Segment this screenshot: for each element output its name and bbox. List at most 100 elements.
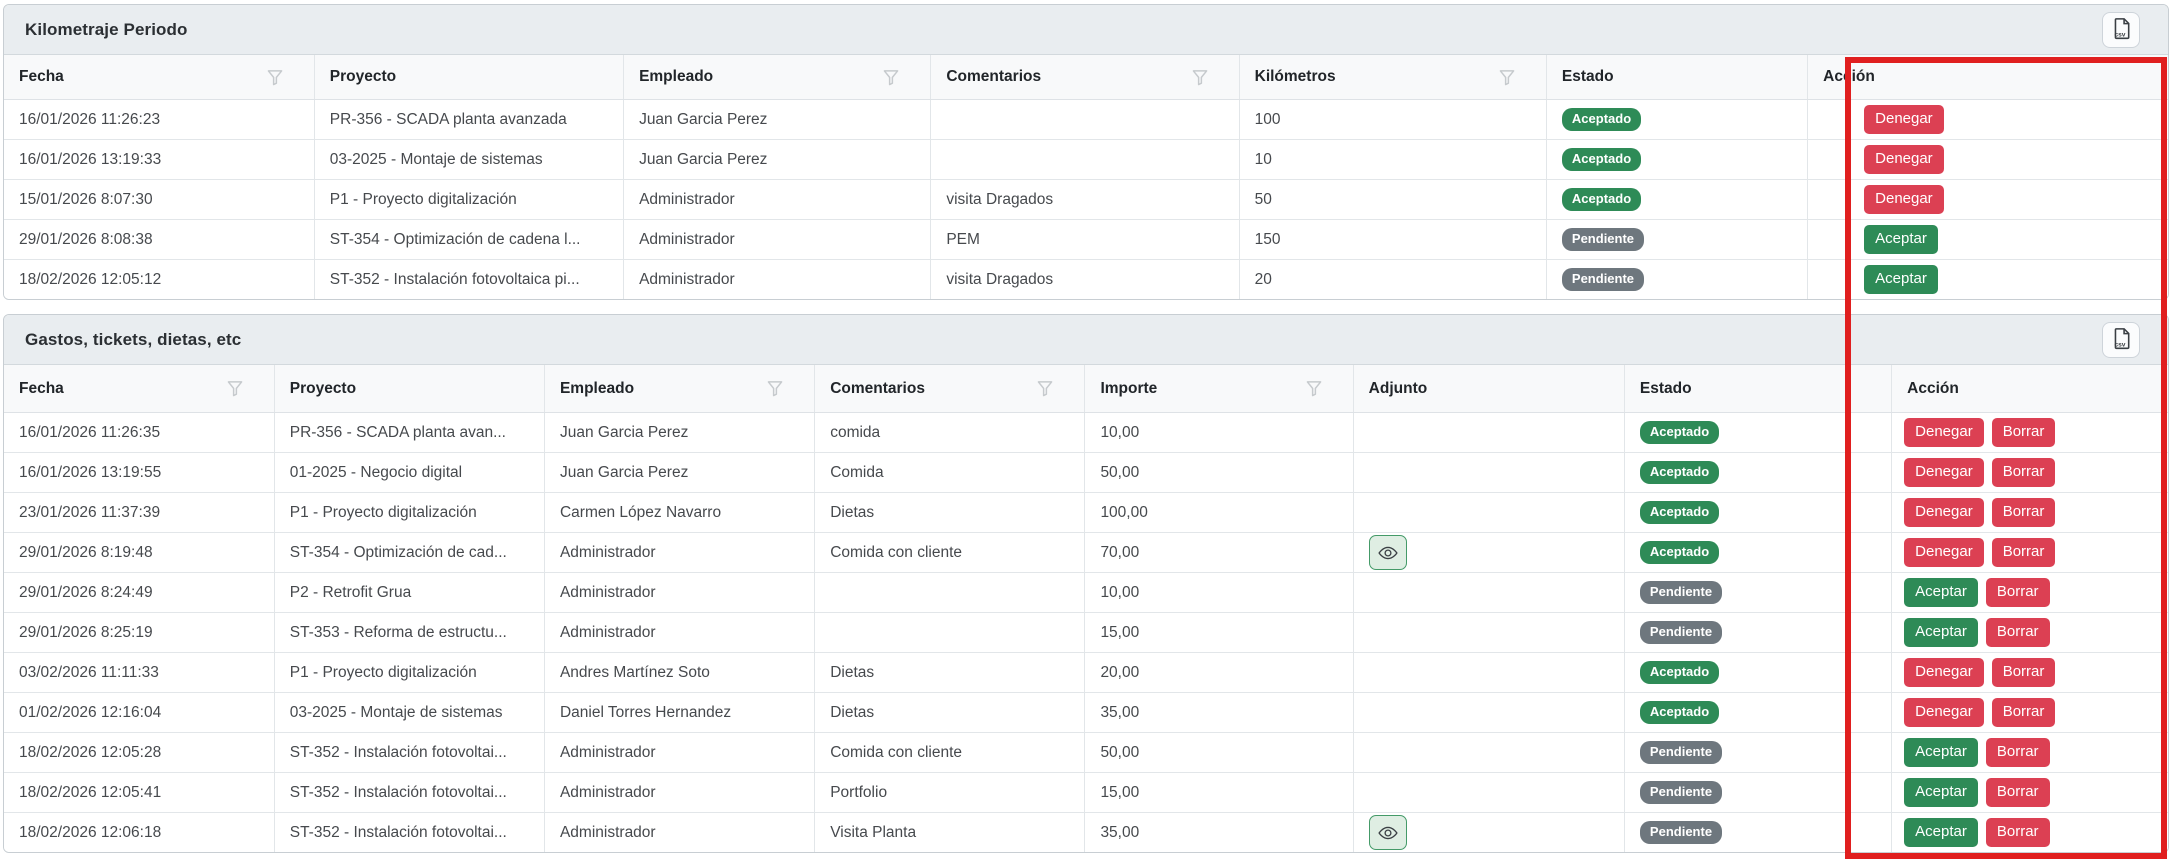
- column-label: Importe: [1100, 379, 1158, 397]
- cell-empleado: Administrador: [623, 219, 932, 260]
- aceptar-button[interactable]: Aceptar: [1904, 577, 1978, 608]
- column-header-accion[interactable]: Acción: [1807, 55, 2168, 100]
- view-attachment-button[interactable]: [1368, 815, 1407, 850]
- cell-empleado: Administrador: [543, 732, 816, 773]
- cell-adjunto: [1352, 772, 1625, 813]
- column-header-estado[interactable]: Estado: [1623, 365, 1893, 413]
- borrar-button[interactable]: Borrar: [1991, 657, 2056, 688]
- cell-adjunto: [1352, 812, 1625, 852]
- denegar-button[interactable]: Denegar: [1904, 497, 1984, 528]
- filter-icon[interactable]: [1036, 380, 1054, 397]
- cell-comentarios: Comida con cliente: [814, 532, 1086, 573]
- cell-empleado: Administrador: [543, 612, 816, 653]
- denegar-button[interactable]: Denegar: [1904, 657, 1984, 688]
- filter-icon[interactable]: [1498, 69, 1516, 86]
- cell-accion: Denegar: [1807, 99, 2168, 140]
- borrar-button[interactable]: Borrar: [1991, 537, 2056, 568]
- column-header-adjunto[interactable]: Adjunto: [1352, 365, 1625, 413]
- column-header-empleado[interactable]: Empleado: [543, 365, 816, 413]
- table-row: 16/01/2026 13:19:55 01-2025 - Negocio dig…: [4, 452, 2168, 493]
- column-header-empleado[interactable]: Empleado: [623, 55, 932, 100]
- denegar-button[interactable]: Denegar: [1904, 457, 1984, 488]
- status-badge: Aceptado: [1561, 187, 1642, 212]
- column-header-comentarios[interactable]: Comentarios: [930, 55, 1240, 100]
- denegar-button[interactable]: Denegar: [1904, 697, 1984, 728]
- aceptar-button[interactable]: Aceptar: [1864, 264, 1938, 295]
- borrar-button[interactable]: Borrar: [1991, 457, 2056, 488]
- cell-comentarios: visita Dragados: [930, 259, 1240, 299]
- filter-icon[interactable]: [266, 69, 284, 86]
- kilometraje-table: Fecha Proyecto Empleado Comentarios Kilómetr…: [4, 55, 2168, 299]
- column-header-proyecto[interactable]: Proyecto: [273, 365, 545, 413]
- table-row: 18/02/2026 12:06:18 ST-352 - Instalación …: [4, 812, 2168, 852]
- status-badge: Pendiente: [1639, 740, 1723, 765]
- column-label: Estado: [1639, 379, 1692, 397]
- aceptar-button[interactable]: Aceptar: [1904, 817, 1978, 848]
- export-csv-button[interactable]: csv: [2102, 321, 2140, 358]
- borrar-button[interactable]: Borrar: [1991, 417, 2056, 448]
- cell-adjunto: [1352, 492, 1625, 533]
- header-row: Fecha Proyecto Empleado Comentarios Importe A…: [4, 365, 2168, 413]
- borrar-button[interactable]: Borrar: [1985, 577, 2050, 608]
- cell-adjunto: [1352, 652, 1625, 693]
- cell-empleado: Daniel Torres Hernandez: [543, 692, 816, 733]
- borrar-button[interactable]: Borrar: [1991, 697, 2056, 728]
- cell-empleado: Administrador: [543, 812, 816, 852]
- borrar-button[interactable]: Borrar: [1985, 737, 2050, 768]
- panel-header: Kilometraje Periodo csv: [4, 5, 2168, 55]
- cell-estado: Pendiente: [1623, 732, 1893, 773]
- aceptar-button[interactable]: Aceptar: [1904, 777, 1978, 808]
- borrar-button[interactable]: Borrar: [1985, 617, 2050, 648]
- aceptar-button[interactable]: Aceptar: [1904, 617, 1978, 648]
- table-row: 18/02/2026 12:05:12 ST-352 - Instalación …: [4, 259, 2168, 299]
- cell-estado: Aceptado: [1623, 412, 1893, 453]
- cell-comentarios: [930, 99, 1240, 140]
- cell-importe: 15,00: [1084, 772, 1354, 813]
- column-header-accion[interactable]: Acción: [1891, 365, 2168, 413]
- table-row: 01/02/2026 12:16:04 03-2025 - Montaje de …: [4, 692, 2168, 733]
- cell-kilometros: 150: [1238, 219, 1547, 260]
- export-csv-button[interactable]: csv: [2102, 11, 2140, 48]
- column-header-comentarios[interactable]: Comentarios: [814, 365, 1086, 413]
- column-label: Proyecto: [289, 379, 357, 397]
- cell-fecha: 29/01/2026 8:25:19: [4, 612, 275, 653]
- denegar-button[interactable]: Denegar: [1864, 144, 1944, 175]
- filter-icon[interactable]: [226, 380, 244, 397]
- cell-importe: 10,00: [1084, 572, 1354, 613]
- column-header-estado[interactable]: Estado: [1545, 55, 1809, 100]
- filter-icon[interactable]: [1305, 380, 1323, 397]
- cell-estado: Pendiente: [1545, 259, 1809, 299]
- cell-estado: Aceptado: [1545, 179, 1809, 220]
- borrar-button[interactable]: Borrar: [1985, 817, 2050, 848]
- status-badge: Aceptado: [1561, 107, 1642, 132]
- cell-fecha: 18/02/2026 12:05:12: [4, 259, 315, 299]
- svg-text:csv: csv: [2114, 31, 2125, 38]
- column-label: Adjunto: [1368, 379, 1428, 397]
- column-label: Fecha: [19, 379, 64, 397]
- aceptar-button[interactable]: Aceptar: [1864, 224, 1938, 255]
- denegar-button[interactable]: Denegar: [1864, 104, 1944, 135]
- filter-icon[interactable]: [766, 380, 784, 397]
- cell-empleado: Administrador: [543, 532, 816, 573]
- status-badge: Pendiente: [1561, 267, 1645, 292]
- borrar-button[interactable]: Borrar: [1985, 777, 2050, 808]
- denegar-button[interactable]: Denegar: [1904, 417, 1984, 448]
- column-header-fecha[interactable]: Fecha: [4, 365, 275, 413]
- cell-estado: Pendiente: [1545, 219, 1809, 260]
- view-attachment-button[interactable]: [1368, 535, 1407, 570]
- cell-proyecto: ST-352 - Instalación fotovoltai...: [273, 772, 545, 813]
- column-header-importe[interactable]: Importe: [1084, 365, 1354, 413]
- cell-empleado: Administrador: [623, 179, 932, 220]
- filter-icon[interactable]: [882, 69, 900, 86]
- column-header-kilometros[interactable]: Kilómetros: [1238, 55, 1547, 100]
- cell-comentarios: Visita Planta: [814, 812, 1086, 852]
- denegar-button[interactable]: Denegar: [1864, 184, 1944, 215]
- panel-kilometraje: Kilometraje Periodo csv Fecha Proyecto Emp…: [3, 4, 2169, 300]
- cell-proyecto: ST-352 - Instalación fotovoltaica pi...: [313, 259, 625, 299]
- column-header-proyecto[interactable]: Proyecto: [313, 55, 625, 100]
- filter-icon[interactable]: [1191, 69, 1209, 86]
- aceptar-button[interactable]: Aceptar: [1904, 737, 1978, 768]
- column-header-fecha[interactable]: Fecha: [4, 55, 315, 100]
- denegar-button[interactable]: Denegar: [1904, 537, 1984, 568]
- borrar-button[interactable]: Borrar: [1991, 497, 2056, 528]
